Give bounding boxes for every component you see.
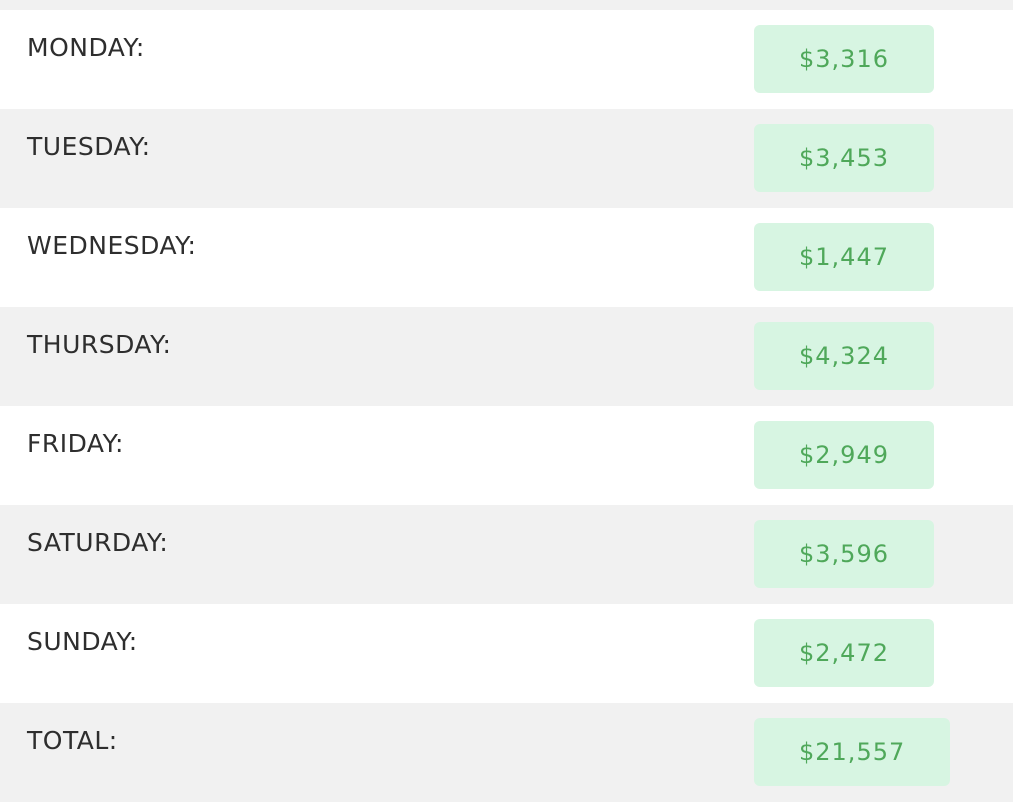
amount-badge: $4,324 — [754, 322, 934, 390]
page: {"rows": [ {"label": "MONDAY:", "value":… — [0, 10, 1013, 786]
amount-badge: $21,557 — [754, 718, 951, 786]
row: SUNDAY: $2,472 — [0, 604, 1013, 703]
row: SATURDAY: $3,596 — [0, 505, 1013, 604]
row: WEDNESDAY: $1,447 — [0, 208, 1013, 307]
day-label: TOTAL: — [27, 726, 118, 755]
amount-badge: $3,316 — [754, 25, 934, 93]
day-label: MONDAY: — [27, 33, 145, 62]
amount-badge: $3,596 — [754, 520, 934, 588]
day-label: WEDNESDAY: — [27, 231, 197, 260]
row: FRIDAY: $2,949 — [0, 406, 1013, 505]
day-label: FRIDAY: — [27, 429, 124, 458]
amount-badge: $1,447 — [754, 223, 934, 291]
row: MONDAY: $3,316 — [0, 10, 1013, 109]
row: TUESDAY: $3,453 — [0, 109, 1013, 208]
day-label: TUESDAY: — [27, 132, 151, 161]
earnings-list: MONDAY: $3,316 TUESDAY: $3,453 WEDNESDAY: $1,… — [0, 10, 1013, 802]
day-label: SUNDAY: — [27, 627, 138, 656]
amount-badge: $3,453 — [754, 124, 934, 192]
day-label: THURSDAY: — [27, 330, 172, 359]
row: TOTAL: $21,557 — [0, 703, 1013, 802]
day-label: SATURDAY: — [27, 528, 169, 557]
row: THURSDAY: $4,324 — [0, 307, 1013, 406]
amount-badge: $2,472 — [754, 619, 934, 687]
amount-badge: $2,949 — [754, 421, 934, 489]
